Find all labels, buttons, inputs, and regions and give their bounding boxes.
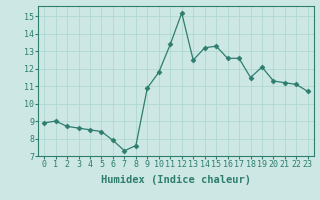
X-axis label: Humidex (Indice chaleur): Humidex (Indice chaleur) [101,175,251,185]
